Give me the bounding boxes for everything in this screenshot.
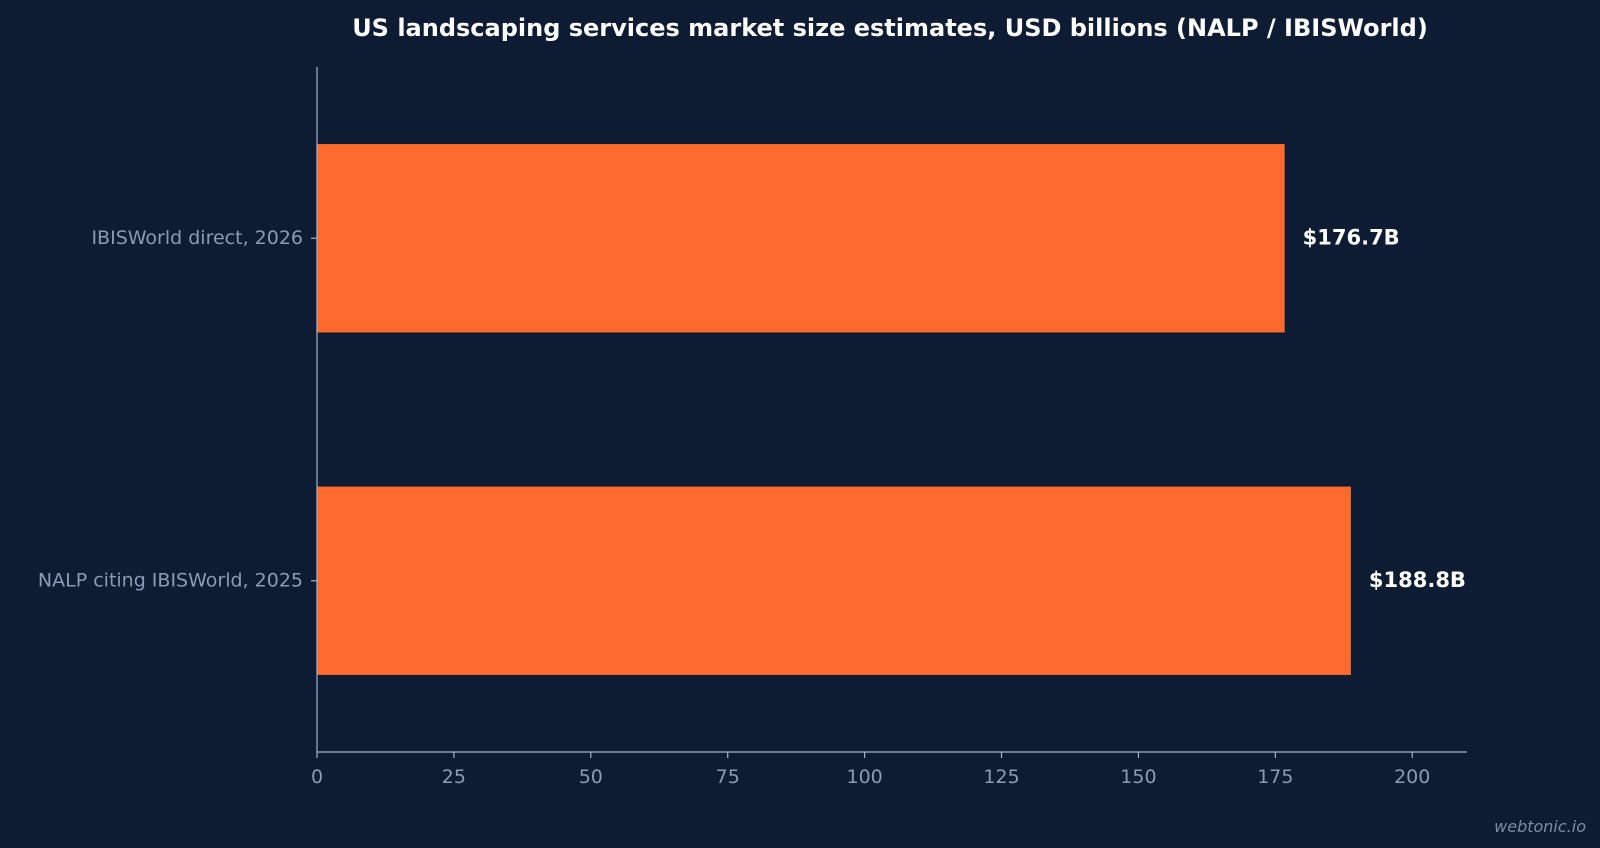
x-tick-label: 150 [1120,766,1156,788]
data-label: $188.8B [1369,568,1466,592]
data-label: $176.7B [1303,225,1400,249]
bar [317,486,1351,675]
x-tick-label: 175 [1257,766,1293,788]
x-tick-label: 100 [846,766,882,788]
x-tick-label: 50 [579,766,603,788]
watermark: webtonic.io [1494,817,1586,836]
chart-title: US landscaping services market size esti… [352,14,1428,42]
x-tick-label: 75 [716,766,740,788]
bars-layer: $176.7B $188.8B [317,144,1466,675]
x-tick-label: 125 [983,766,1019,788]
bar [317,144,1285,333]
category-label: IBISWorld direct, 2026 [91,227,303,249]
x-tick-label: 0 [311,766,323,788]
x-tick-label: 25 [442,766,466,788]
x-tick-label: 200 [1394,766,1430,788]
category-label: NALP citing IBISWorld, 2025 [38,569,303,591]
axes-layer: IBISWorld direct, 2026 NALP citing IBISWo… [38,67,1467,788]
